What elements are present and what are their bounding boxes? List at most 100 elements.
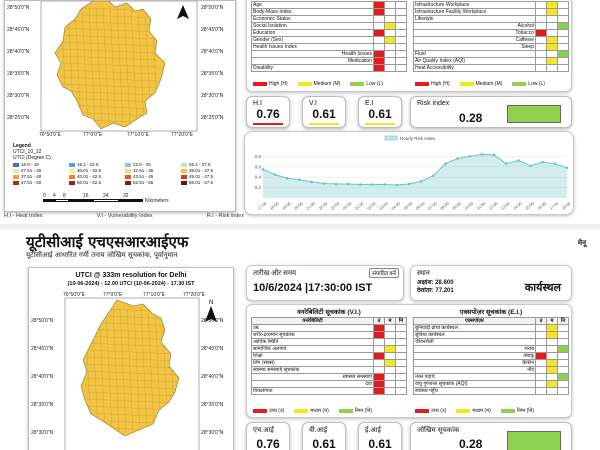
legend-medium-hi: मध्यम (म) bbox=[310, 408, 329, 414]
map-tick-label: 77°20'0"E bbox=[171, 132, 193, 138]
level-cell-low bbox=[395, 50, 407, 58]
risk-point bbox=[492, 153, 496, 157]
level-cell-low bbox=[557, 380, 569, 388]
level-cell-high bbox=[373, 366, 385, 374]
x-tick-label: 15:00 bbox=[524, 200, 535, 211]
row-label: सामाजिक अलगाव bbox=[251, 345, 374, 353]
level-cell-medium bbox=[546, 345, 558, 353]
hi-label-hi: एच.आई bbox=[253, 427, 274, 434]
x-tick-label: 19:00 bbox=[281, 200, 292, 211]
legend-swatch bbox=[69, 174, 75, 179]
legend-swatch bbox=[13, 180, 19, 185]
x-tick-label: 18:00 bbox=[269, 200, 280, 211]
map-tick-label: 28°30'0"N bbox=[7, 93, 30, 99]
exposure-table: एक्सपोज़र उ म नि बुनियादी ढांचा कार्यस्थल सुव… bbox=[413, 317, 569, 395]
level-cell-medium bbox=[384, 324, 396, 332]
row-label: वायु गुणवत्ता सूचकांक (AQI) bbox=[413, 380, 536, 388]
level-cell-high bbox=[373, 22, 385, 30]
map-tick-label: 28°45'0"N bbox=[201, 346, 224, 352]
level-cell-medium bbox=[384, 380, 396, 388]
level-cell-medium bbox=[384, 366, 396, 374]
risk-point bbox=[444, 162, 447, 165]
level-cell-high bbox=[373, 345, 385, 353]
legend-item: 45.01 - 47.5 bbox=[181, 174, 233, 179]
risk-point bbox=[553, 162, 557, 165]
legend-medium: Medium (M) bbox=[313, 81, 341, 87]
legend-high: High (H) bbox=[269, 81, 288, 87]
heat-index-box-top: H.I 0.76 bbox=[246, 96, 290, 128]
risk-point bbox=[431, 174, 435, 177]
ei-value-hi: 0.61 bbox=[368, 437, 392, 450]
table-row: सुविधा कार्यस्थल bbox=[413, 331, 569, 339]
footnote-vi: V.I - Vulnerability Index bbox=[96, 213, 153, 219]
risk-value-hi: 0.28 bbox=[459, 437, 483, 450]
level-cell-low bbox=[557, 22, 569, 30]
row-label: विकलांगता bbox=[251, 387, 374, 395]
level-cell-medium bbox=[384, 43, 396, 51]
legend-item-label: 19.1 - 22.5 bbox=[77, 162, 99, 167]
level-cell-medium bbox=[546, 57, 558, 65]
level-cell-high bbox=[535, 43, 547, 51]
y-tick-label: 0.2 bbox=[255, 185, 262, 190]
legend-item: 40.01 - 42.5 bbox=[69, 174, 121, 179]
level-cell-high bbox=[535, 324, 547, 332]
level-cell-medium bbox=[384, 1, 396, 9]
row-label: Air Quality Index (AQI) bbox=[413, 57, 536, 65]
level-cell-medium bbox=[384, 15, 396, 23]
level-cell-high bbox=[373, 359, 385, 367]
row-label: Infrastructure Workplace bbox=[413, 1, 536, 9]
row-label: जीवनशैली bbox=[413, 338, 536, 346]
level-cell-medium bbox=[546, 50, 558, 58]
risk-point bbox=[468, 155, 472, 158]
x-tick-label: 12:00 bbox=[488, 200, 499, 211]
map-tick-label: 28°30'0"N bbox=[201, 93, 224, 99]
x-tick-label: 14:00 bbox=[512, 200, 523, 211]
level-cell-high bbox=[373, 324, 385, 332]
vi-bar bbox=[309, 123, 339, 125]
row-label: शरीर-द्रव्यमान सूचकांक bbox=[251, 331, 374, 339]
latitude-value: अक्षांश: 28.600 bbox=[417, 280, 454, 286]
level-cell-high bbox=[373, 8, 385, 16]
legend-item-label: 30.01 - 32.5 bbox=[77, 168, 102, 173]
row-label: Alcohol bbox=[413, 22, 536, 30]
level-cell-medium bbox=[384, 352, 396, 360]
level-cell-low bbox=[557, 359, 569, 367]
level-cell-low bbox=[557, 324, 569, 332]
map-tick-label: 28°30'0"N bbox=[31, 430, 54, 436]
level-cell-low bbox=[395, 57, 407, 65]
table-row: Medication bbox=[251, 57, 407, 65]
risk-color-box-hi bbox=[507, 431, 561, 450]
risk-point bbox=[383, 183, 386, 186]
longitude-value: देशांतर: 77.201 bbox=[417, 288, 454, 294]
scale-label: 16 bbox=[83, 193, 89, 199]
risk-point bbox=[322, 182, 326, 185]
level-cell-low bbox=[395, 338, 407, 346]
table-row: Caffeine bbox=[413, 36, 569, 44]
legend-item-label: 42.51 - 45 bbox=[133, 174, 154, 179]
legend-swatch bbox=[13, 162, 19, 167]
menu-button[interactable]: मेनू bbox=[577, 239, 586, 247]
map-tick-label: 28°50'0"N bbox=[7, 5, 30, 11]
map-legend: Legend UTCI_10_12 UTCI (Degree C) 16.9 -… bbox=[13, 143, 233, 209]
table-row: Body-Mass Index bbox=[251, 8, 407, 16]
legend-item: 27.51 - 30 bbox=[13, 168, 65, 173]
level-cell-medium bbox=[546, 366, 558, 374]
risk-point bbox=[541, 160, 544, 164]
legend-swatch bbox=[181, 180, 187, 185]
datetime-value: 10/6/2024 |17:30:00 IST bbox=[253, 282, 373, 294]
row-label: Social Isolation bbox=[251, 22, 374, 30]
location-value: कार्यस्थल bbox=[524, 282, 561, 294]
risk-point bbox=[480, 153, 484, 156]
level-cell-low bbox=[557, 352, 569, 360]
edit-datetime-button[interactable]: संपादित करें bbox=[369, 268, 399, 278]
map-tick-label: 77°20'0"E bbox=[183, 292, 205, 298]
row-label: Infrastructure Facility Workplace bbox=[413, 8, 536, 16]
y-tick-label: 0.6 bbox=[255, 164, 262, 169]
map-tick-label: 28°45'0"N bbox=[31, 346, 54, 352]
level-cell-low bbox=[395, 43, 407, 51]
x-tick-label: 08:00 bbox=[439, 200, 450, 211]
map-title: UTCI @ 333m resolution for Delhi bbox=[75, 272, 187, 279]
hourly-risk-chart-card: 0.2 0.4 0.6 0.8 Hourly Risk Index 17:00 18:00 1… bbox=[244, 131, 574, 215]
level-cell-medium bbox=[384, 331, 396, 339]
